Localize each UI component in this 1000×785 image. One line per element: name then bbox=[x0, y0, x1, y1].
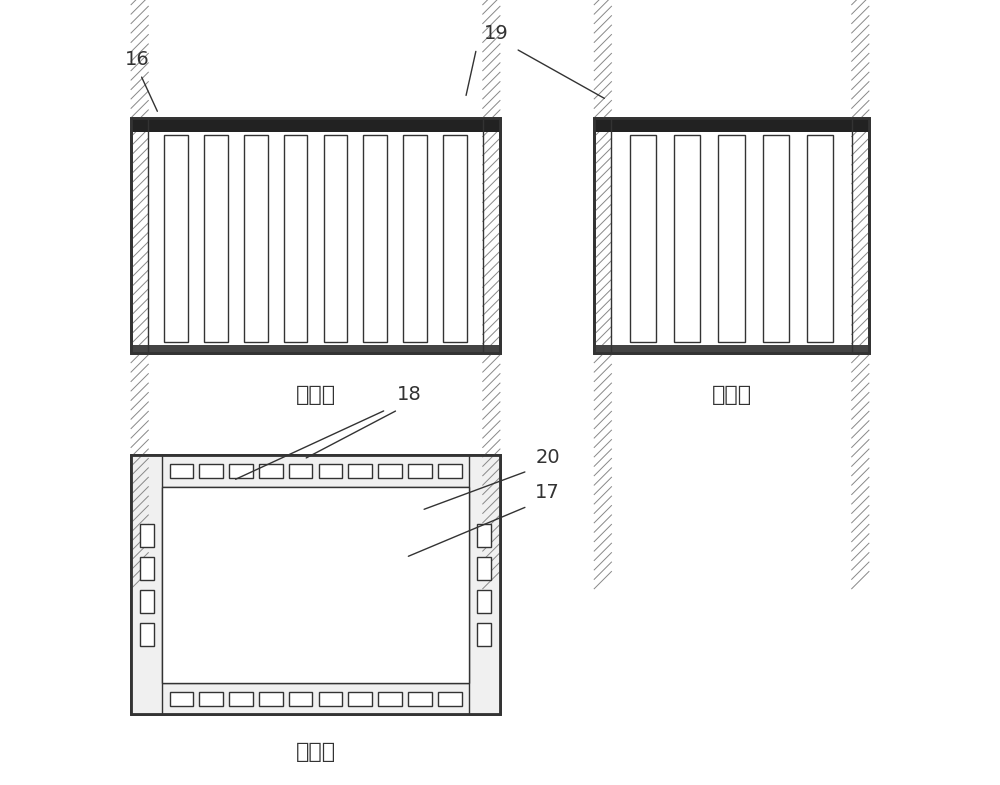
Bar bbox=[259, 464, 283, 478]
Bar bbox=[319, 692, 342, 706]
Bar bbox=[438, 692, 462, 706]
Bar bbox=[289, 692, 312, 706]
Bar bbox=[469, 455, 500, 714]
Bar bbox=[131, 118, 500, 353]
Bar bbox=[131, 455, 162, 714]
Bar bbox=[131, 455, 500, 487]
Bar bbox=[199, 464, 223, 478]
Bar bbox=[204, 135, 228, 342]
Bar bbox=[131, 455, 500, 714]
Bar bbox=[674, 135, 700, 342]
Bar bbox=[477, 623, 491, 646]
Text: 19: 19 bbox=[484, 24, 508, 43]
Bar bbox=[131, 118, 148, 353]
Bar bbox=[140, 623, 154, 646]
Bar bbox=[403, 135, 427, 342]
Bar bbox=[763, 135, 789, 342]
Text: 18: 18 bbox=[397, 385, 422, 404]
Bar bbox=[477, 590, 491, 613]
Bar bbox=[140, 524, 154, 547]
Bar bbox=[199, 692, 223, 706]
Bar bbox=[477, 524, 491, 547]
Bar bbox=[594, 118, 611, 353]
Bar bbox=[131, 345, 500, 353]
Bar bbox=[284, 135, 307, 342]
Bar bbox=[229, 692, 253, 706]
Text: 16: 16 bbox=[125, 50, 150, 69]
Bar bbox=[408, 692, 432, 706]
Bar bbox=[807, 135, 833, 342]
Bar bbox=[594, 118, 869, 132]
Bar bbox=[140, 590, 154, 613]
Bar bbox=[131, 455, 500, 714]
Bar bbox=[594, 345, 869, 353]
Text: 17: 17 bbox=[535, 484, 560, 502]
Bar bbox=[408, 464, 432, 478]
Text: 20: 20 bbox=[535, 448, 560, 467]
Text: 俯视图: 俯视图 bbox=[295, 742, 336, 761]
Bar bbox=[630, 135, 656, 342]
Bar bbox=[594, 118, 869, 353]
Bar bbox=[170, 692, 193, 706]
Bar bbox=[324, 135, 347, 342]
Bar bbox=[718, 135, 745, 342]
Bar bbox=[443, 135, 467, 342]
Bar bbox=[170, 464, 193, 478]
Bar bbox=[363, 135, 387, 342]
Bar bbox=[244, 135, 268, 342]
Bar bbox=[259, 692, 283, 706]
Bar bbox=[348, 464, 372, 478]
Text: 左视图: 左视图 bbox=[712, 385, 752, 404]
Bar bbox=[131, 118, 500, 353]
Bar bbox=[378, 692, 402, 706]
Bar bbox=[131, 118, 500, 132]
Bar bbox=[594, 118, 869, 353]
Text: 主视图: 主视图 bbox=[295, 385, 336, 404]
Bar bbox=[164, 135, 188, 342]
Bar bbox=[289, 464, 312, 478]
Bar bbox=[378, 464, 402, 478]
Bar bbox=[140, 557, 154, 580]
Bar bbox=[348, 692, 372, 706]
Bar bbox=[131, 683, 500, 714]
Bar bbox=[852, 118, 869, 353]
Bar bbox=[438, 464, 462, 478]
Bar bbox=[162, 487, 469, 683]
Bar bbox=[483, 118, 500, 353]
Bar bbox=[319, 464, 342, 478]
Bar bbox=[229, 464, 253, 478]
Bar bbox=[477, 557, 491, 580]
